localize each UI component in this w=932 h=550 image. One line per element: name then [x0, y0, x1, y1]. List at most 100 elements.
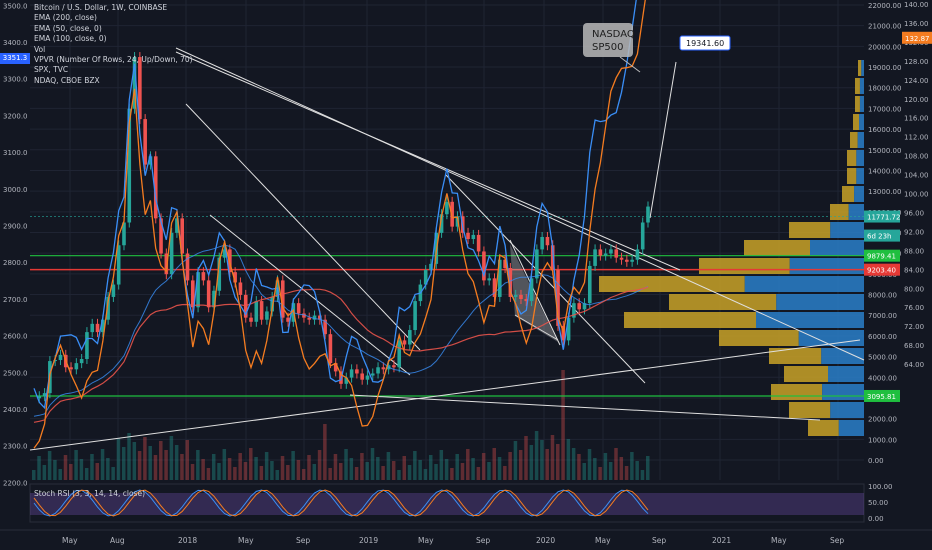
volume-bar	[259, 466, 264, 480]
candle	[222, 249, 227, 258]
candle	[169, 232, 174, 275]
ndaq-line	[33, 0, 646, 449]
candle	[524, 299, 529, 302]
volume-bar	[296, 460, 301, 480]
candle	[79, 359, 84, 364]
candle	[323, 319, 327, 335]
x-axis-label: 2019	[359, 536, 378, 545]
right-axis-tick: 108.00	[904, 153, 929, 161]
candle	[429, 263, 433, 271]
callout-box	[679, 35, 731, 51]
candle	[397, 340, 402, 368]
ema-200-line	[33, 286, 649, 423]
legend-line: NDAQ, CBOE BZX	[34, 75, 100, 85]
price-label: 11771.72	[867, 214, 900, 222]
candle	[625, 259, 629, 262]
volume-bar	[593, 458, 597, 480]
volume-bar	[286, 465, 290, 480]
volume-bar	[254, 457, 258, 480]
volume-bar	[233, 467, 237, 480]
candle	[122, 222, 126, 246]
mid-axis-tick: 5000.00	[868, 354, 897, 362]
volume-bar	[211, 454, 216, 480]
volume-bar	[587, 449, 592, 480]
volume-bar	[291, 451, 295, 480]
vpvr-row-up	[830, 222, 864, 238]
candle	[286, 317, 290, 322]
candle	[53, 360, 57, 362]
candle	[466, 232, 470, 240]
volume-bar	[95, 463, 100, 480]
candle	[423, 270, 428, 285]
right-axis-tick: 116.00	[904, 115, 929, 123]
volume-bar	[518, 450, 523, 480]
candle	[360, 373, 364, 380]
legend-line: SPX, TVC	[34, 65, 69, 75]
x-axis-label: 2020	[536, 536, 555, 545]
volume-bar	[323, 424, 327, 480]
volume-bar	[391, 461, 396, 480]
candle	[513, 294, 518, 297]
legend-line: EMA (200, close)	[34, 13, 97, 23]
mid-axis-tick: 16000.00	[868, 126, 901, 134]
candle	[138, 57, 142, 120]
volume-bar	[116, 438, 121, 480]
volume-bar	[148, 446, 152, 480]
stoch-axis-tick: 50.00	[868, 499, 888, 507]
candle	[482, 251, 486, 281]
mid-axis-tick: 21000.00	[868, 23, 901, 31]
candle	[450, 201, 454, 227]
price-label: 9879.41	[867, 253, 896, 261]
candle	[439, 214, 444, 233]
mid-axis-tick: 18000.00	[868, 85, 901, 93]
vpvr-row-up	[856, 168, 864, 184]
volume-bar	[487, 462, 491, 480]
left-axis-tick: 2200.0	[3, 479, 28, 487]
volume-bar	[132, 442, 137, 480]
legend-line: EMA (100, close, 0)	[34, 34, 107, 44]
volume-bar	[646, 456, 650, 480]
volume-bar	[32, 470, 36, 480]
mid-axis-tick: 2000.00	[868, 416, 897, 424]
candle	[233, 272, 237, 283]
volume-bar	[444, 459, 449, 480]
volume-bar	[508, 452, 512, 480]
volume-bar	[249, 448, 253, 480]
vpvr-row-down	[719, 330, 799, 346]
volume-bar	[100, 449, 105, 480]
right-axis-tick: 104.00	[904, 172, 929, 180]
candle	[445, 201, 449, 215]
price-label: 3095.81	[867, 393, 896, 401]
mid-axis-tick: 22000.00	[868, 2, 901, 10]
volume-bar	[540, 440, 544, 480]
right-axis-tick: 72.00	[904, 323, 924, 331]
volume-bar	[74, 450, 78, 480]
volume-bar	[534, 431, 539, 480]
annotation-text: NASDAQ	[592, 29, 635, 40]
vpvr-row-down	[789, 222, 831, 238]
price-label-bg	[864, 263, 900, 276]
volume-bar	[471, 458, 475, 480]
candle	[344, 377, 349, 384]
volume-bar	[524, 436, 528, 480]
left-axis-tick: 3200.0	[3, 112, 28, 120]
candle	[143, 119, 147, 165]
left-axis-tick: 2300.0	[3, 443, 28, 451]
legend-line: Vol	[34, 44, 46, 54]
candle	[270, 296, 274, 312]
candle	[365, 375, 370, 380]
x-axis-label: Aug	[110, 536, 125, 545]
volume-bar	[79, 459, 84, 480]
volume-bar	[481, 453, 486, 480]
mid-axis-tick: 4000.00	[868, 374, 897, 382]
left-axis-tick: 2500.0	[3, 369, 28, 377]
volume-bar	[206, 468, 211, 480]
volume-bar	[413, 451, 417, 480]
volume-bars	[32, 370, 650, 480]
candle	[593, 249, 597, 266]
vpvr-row-down	[855, 96, 860, 112]
volume-bar	[69, 464, 73, 480]
volume-bar	[577, 454, 581, 480]
volume-bar	[344, 449, 348, 480]
